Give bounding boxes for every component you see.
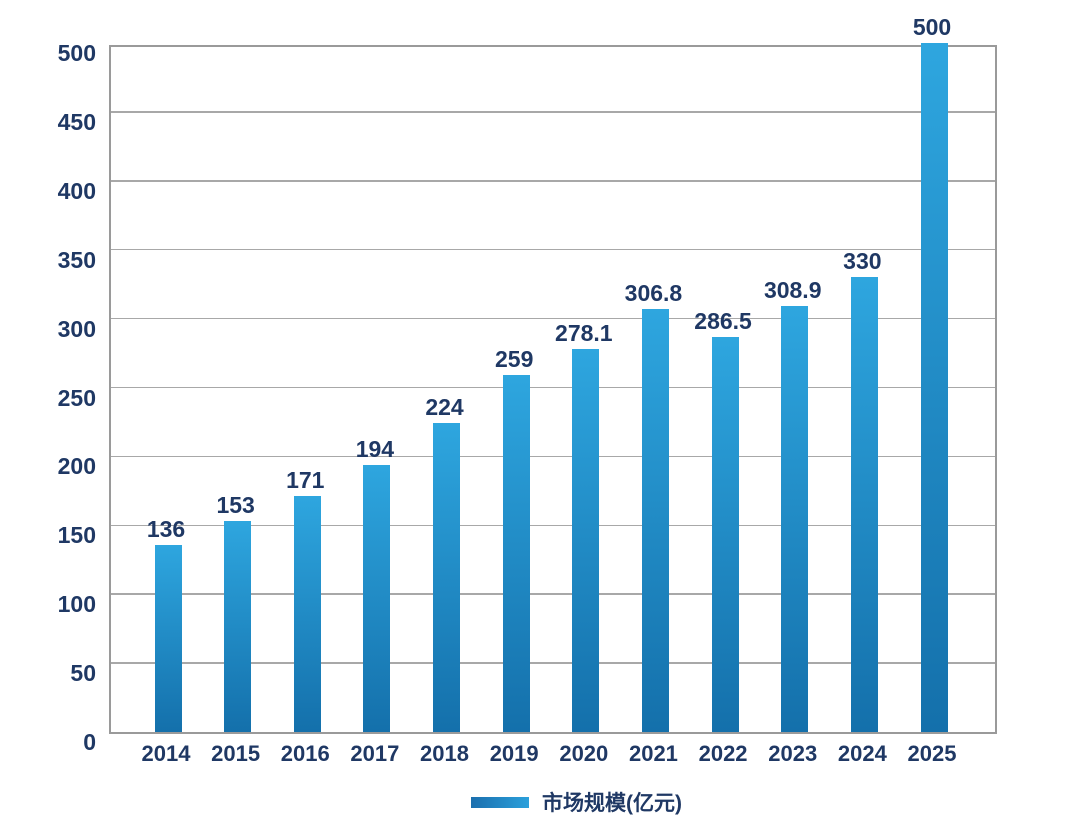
gridline-450 [111, 111, 995, 113]
y-axis-label-200: 200 [57, 453, 96, 480]
x-axis-label-2018: 2018 [420, 741, 469, 766]
gridline-400 [111, 180, 995, 182]
y-axis-label-100: 100 [57, 591, 96, 618]
bar-2020 [572, 348, 600, 732]
bar-2019 [502, 375, 530, 732]
x-axis-label-2015: 2015 [211, 741, 261, 766]
bar-2021 [641, 309, 669, 732]
bar-2016 [293, 496, 321, 732]
x-axis-label-2022: 2022 [698, 741, 748, 766]
data-label-2019: 259 [494, 346, 534, 373]
x-axis-label-2025: 2025 [907, 741, 957, 766]
x-axis-label-2024: 2024 [837, 741, 887, 766]
y-axis-label-400: 400 [57, 177, 96, 204]
data-label-2014: 136 [146, 515, 186, 542]
x-axis-label-2017: 2017 [350, 741, 400, 766]
legend-label: 市场规模(亿元) [542, 792, 682, 815]
data-label-2025: 500 [912, 14, 952, 40]
gridline-300 [111, 317, 995, 320]
gridline-200 [111, 455, 995, 458]
x-axis-label-2021: 2021 [628, 741, 678, 766]
legend: 市场规模(亿元) [471, 787, 682, 817]
bar-2024 [850, 277, 878, 732]
bar-2025 [920, 43, 948, 732]
data-label-2017: 194 [355, 435, 395, 462]
bar-2017 [363, 464, 391, 732]
y-axis-label-150: 150 [57, 522, 96, 549]
data-label-2022: 286.5 [694, 308, 752, 335]
data-label-2016: 171 [286, 467, 325, 494]
gridline-250 [111, 386, 995, 389]
bar-2023 [781, 306, 809, 732]
gridline-50 [111, 662, 995, 664]
x-axis-label-2020: 2020 [559, 741, 609, 766]
data-label-2024: 330 [843, 248, 882, 275]
data-label-2020: 278.1 [555, 319, 613, 346]
gridline-100 [111, 593, 995, 595]
plot-area [109, 43, 997, 734]
y-axis-label-50: 50 [70, 660, 96, 687]
y-axis-label-500: 500 [57, 40, 96, 66]
data-label-2021: 306.8 [624, 280, 683, 307]
data-label-2018: 224 [425, 394, 464, 421]
y-axis-label-450: 450 [57, 108, 96, 135]
gridline-350 [111, 248, 995, 251]
x-axis-label-2014: 2014 [141, 741, 191, 766]
bar-2015 [224, 521, 252, 732]
data-label-2015: 153 [216, 492, 255, 519]
y-axis-label-350: 350 [57, 246, 96, 273]
gridline-150 [111, 524, 995, 527]
y-axis-label-250: 250 [57, 384, 96, 411]
legend-swatch [471, 796, 529, 808]
bar-2014 [154, 544, 182, 732]
data-label-2023: 308.9 [763, 277, 822, 304]
x-axis-label-2023: 2023 [768, 741, 818, 766]
bar-2018 [433, 423, 461, 732]
bar-2022 [711, 337, 739, 732]
y-axis-label-0: 0 [83, 729, 96, 755]
x-axis-label-2016: 2016 [280, 741, 330, 766]
y-axis-label-300: 300 [57, 315, 96, 342]
x-axis-label-2019: 2019 [489, 741, 539, 766]
